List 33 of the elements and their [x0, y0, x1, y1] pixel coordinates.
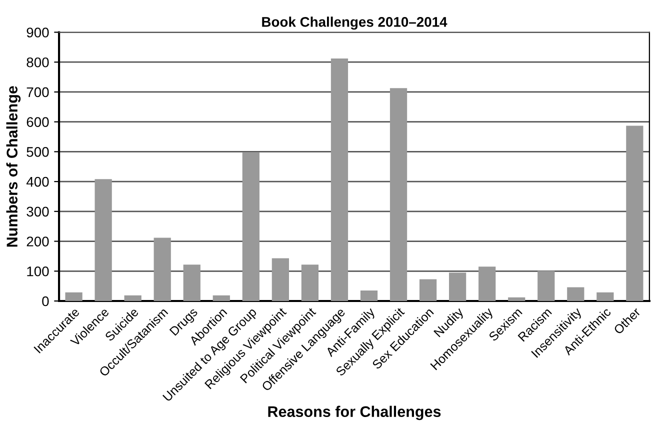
bar: [212, 295, 230, 301]
bar: [124, 295, 142, 301]
chart-title: Book Challenges 2010–2014: [262, 16, 448, 30]
y-tick-label: 700: [26, 87, 49, 98]
bar: [301, 264, 319, 301]
bar: [508, 297, 526, 301]
y-tick-label: 800: [26, 57, 49, 68]
bar: [390, 88, 408, 301]
y-tick-label: 900: [26, 28, 49, 38]
bar: [596, 292, 614, 301]
bar: [272, 258, 289, 301]
y-tick-label: 200: [26, 236, 49, 246]
bar: [65, 292, 82, 301]
bar: [242, 152, 260, 301]
y-tick-label: 600: [26, 117, 49, 128]
bar: [419, 279, 437, 301]
bar: [626, 126, 644, 301]
bar: [94, 179, 112, 301]
y-tick-label: 0: [42, 296, 49, 306]
bar: [360, 290, 378, 301]
y-tick-label: 300: [26, 206, 49, 217]
x-axis-title: Reasons for Challenges: [268, 406, 441, 420]
y-tick-label: 500: [26, 147, 49, 157]
bar: [154, 238, 171, 301]
y-tick-label: 100: [27, 266, 49, 276]
bar: [538, 270, 555, 301]
bar: [183, 264, 200, 301]
bar: [330, 58, 348, 301]
bar: [567, 287, 584, 301]
bar: [478, 266, 496, 301]
bar: [449, 272, 466, 301]
y-axis-title: Numbers of Challenge: [6, 86, 21, 247]
y-tick-label: 400: [26, 176, 49, 187]
